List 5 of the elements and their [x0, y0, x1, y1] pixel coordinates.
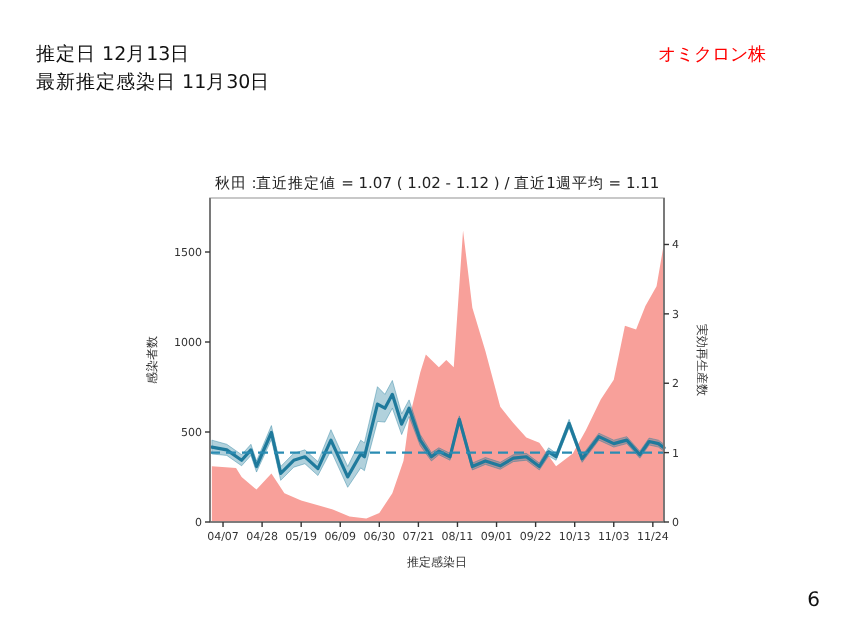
text: 最新推定感染日 11月30日 [36, 70, 271, 94]
text: 6 [807, 590, 820, 612]
line-series [210, 392, 666, 479]
text: オミクロン株 [658, 44, 766, 66]
text: 推定日 12月13日 [36, 42, 191, 66]
